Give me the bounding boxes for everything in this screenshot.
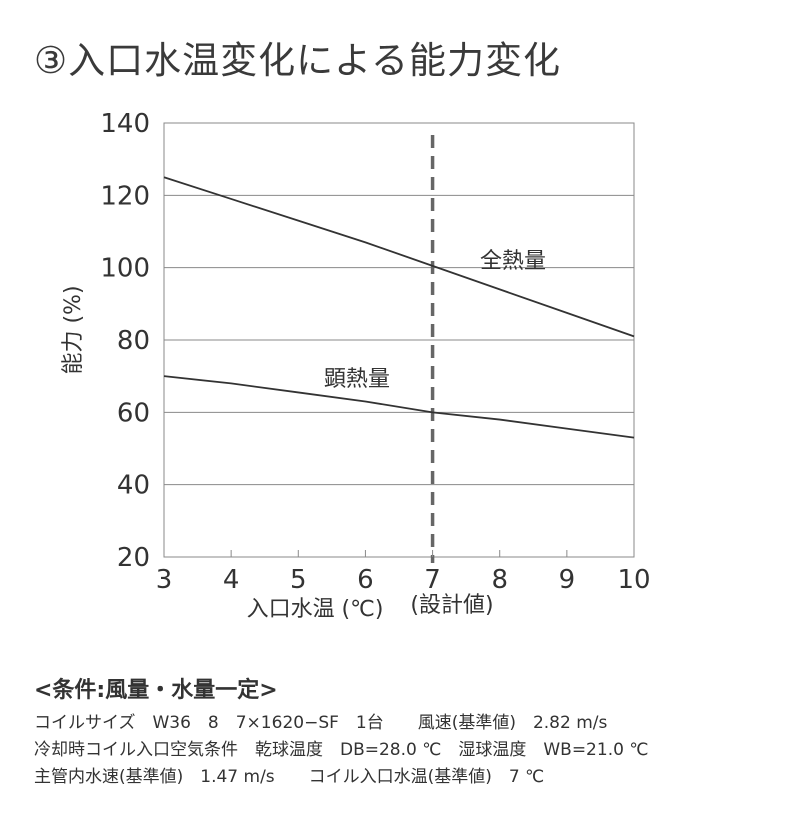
condition-line: コイルサイズ W36 8 7×1620−SF 1台 風速(基準値) 2.82 m… bbox=[34, 713, 608, 733]
y-tick-label: 20 bbox=[117, 543, 150, 573]
chart-title: ③入口水温変化による能力変化 bbox=[34, 39, 562, 82]
design-value-label: (設計値) bbox=[410, 593, 493, 618]
y-tick-label: 40 bbox=[117, 471, 150, 501]
x-ticks: 3 4 5 6 7 8 9 10 bbox=[156, 550, 651, 595]
y-tick-label: 60 bbox=[117, 398, 150, 428]
series-label-total-heat: 全熱量 bbox=[480, 249, 546, 274]
y-tick-label: 140 bbox=[100, 109, 150, 139]
series-label-sensible-heat: 顕熱量 bbox=[324, 367, 390, 392]
y-ticks: 20 40 60 80 100 120 140 bbox=[100, 109, 150, 573]
x-tick-label: 4 bbox=[223, 565, 240, 595]
grid bbox=[164, 122, 634, 558]
conditions-block: <条件:風量・水量一定> コイルサイズ W36 8 7×1620−SF 1台 風… bbox=[34, 672, 794, 791]
x-tick-label: 6 bbox=[357, 565, 374, 595]
x-axis-label: 入口水温 (℃) bbox=[247, 597, 384, 622]
y-tick-label: 80 bbox=[117, 326, 150, 356]
x-tick-label: 3 bbox=[156, 565, 173, 595]
plot-frame bbox=[163, 122, 635, 558]
y-tick-label: 100 bbox=[100, 254, 150, 284]
x-tick-label: 7 bbox=[424, 565, 441, 595]
chart: 20 40 60 80 100 120 140 3 4 5 6 7 8 9 10 能力 (%) 入口水温 … bbox=[61, 109, 651, 622]
y-tick-label: 120 bbox=[100, 181, 150, 211]
condition-line: 冷却時コイル入口空気条件 乾球温度 DB=28.0 ℃ 湿球温度 WB=21.0… bbox=[34, 740, 649, 760]
x-tick-label: 10 bbox=[617, 565, 650, 595]
series-line-1 bbox=[163, 375, 635, 439]
y-axis-label: 能力 (%) bbox=[61, 285, 86, 374]
condition-line: 主管内水速(基準値) 1.47 m/s コイル入口水温(基準値) 7 ℃ bbox=[34, 767, 545, 787]
series-line-0 bbox=[163, 176, 635, 338]
series-layer bbox=[163, 176, 635, 439]
conditions-heading: <条件:風量・水量一定> bbox=[34, 678, 278, 703]
x-tick-label: 9 bbox=[559, 565, 576, 595]
x-tick-label: 5 bbox=[290, 565, 307, 595]
x-tick-label: 8 bbox=[491, 565, 508, 595]
